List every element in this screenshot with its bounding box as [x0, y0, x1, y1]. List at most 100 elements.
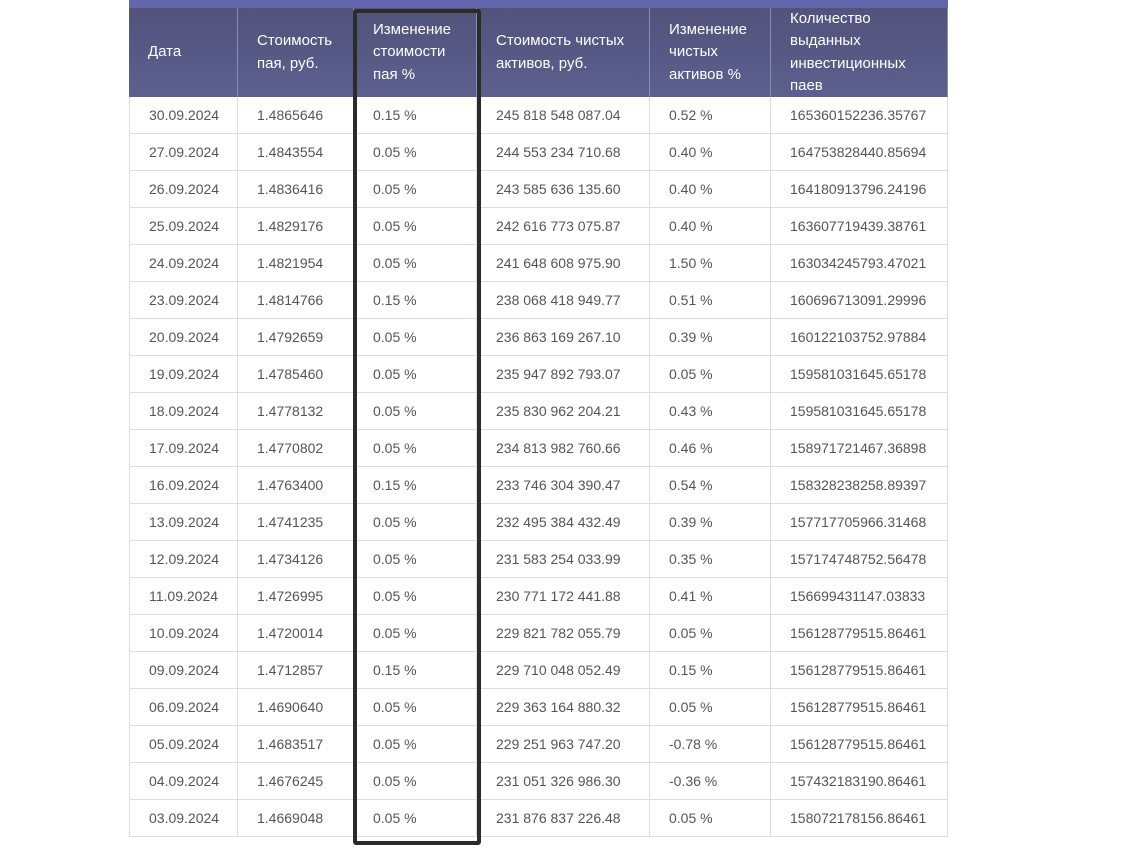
- table-cell: 231 876 837 226.48: [477, 800, 650, 837]
- header-cell: Изменение чистых активов %: [650, 8, 771, 97]
- table-cell: 0.05 %: [354, 541, 477, 578]
- table-cell: 0.05 %: [354, 319, 477, 356]
- table-cell: 156699431147.03833: [771, 578, 948, 615]
- table-cell: 242 616 773 075.87: [477, 208, 650, 245]
- table-cell: 164180913796.24196: [771, 171, 948, 208]
- table-cell: 13.09.2024: [129, 504, 238, 541]
- table-cell: 156128779515.86461: [771, 689, 948, 726]
- table-cell: 229 251 963 747.20: [477, 726, 650, 763]
- table-cell: 0.05 %: [650, 615, 771, 652]
- table-cell: 26.09.2024: [129, 171, 238, 208]
- table-cell: 30.09.2024: [129, 97, 238, 134]
- table-cell: 158072178156.86461: [771, 800, 948, 837]
- table-cell: 1.4712857: [238, 652, 354, 689]
- table-cell: 244 553 234 710.68: [477, 134, 650, 171]
- table-cell: 1.4814766: [238, 282, 354, 319]
- table-cell: 0.05 %: [354, 726, 477, 763]
- table-cell: 17.09.2024: [129, 430, 238, 467]
- header-cell: Изменение стоимости пая %: [354, 8, 477, 97]
- table-cell: 0.05 %: [354, 689, 477, 726]
- table-cell: 245 818 548 087.04: [477, 97, 650, 134]
- header-cell: Стоимость пая, руб.: [238, 8, 354, 97]
- table-cell: 0.05 %: [354, 171, 477, 208]
- table-cell: 235 830 962 204.21: [477, 393, 650, 430]
- table-cell: 0.05 %: [354, 763, 477, 800]
- table-cell: 0.15 %: [354, 282, 477, 319]
- table-cell: 0.05 %: [354, 800, 477, 837]
- table-cell: 159581031645.65178: [771, 393, 948, 430]
- table-cell: 0.40 %: [650, 171, 771, 208]
- table-cell: 160122103752.97884: [771, 319, 948, 356]
- table-cell: 233 746 304 390.47: [477, 467, 650, 504]
- table-cell: 159581031645.65178: [771, 356, 948, 393]
- table-cell: 1.4690640: [238, 689, 354, 726]
- table-cell: 1.4669048: [238, 800, 354, 837]
- table-cell: 241 648 608 975.90: [477, 245, 650, 282]
- table-cell: 234 813 982 760.66: [477, 430, 650, 467]
- table-cell: 1.4829176: [238, 208, 354, 245]
- table-cell: 06.09.2024: [129, 689, 238, 726]
- table-cell: 0.39 %: [650, 504, 771, 541]
- table-cell: 12.09.2024: [129, 541, 238, 578]
- table-cell: 11.09.2024: [129, 578, 238, 615]
- table-cell: 0.05 %: [354, 208, 477, 245]
- table-cell: 16.09.2024: [129, 467, 238, 504]
- table-cell: 0.05 %: [650, 689, 771, 726]
- table-cell: 1.4836416: [238, 171, 354, 208]
- table-cell: 23.09.2024: [129, 282, 238, 319]
- table-cell: 231 583 254 033.99: [477, 541, 650, 578]
- table-cell: -0.36 %: [650, 763, 771, 800]
- table-cell: 1.4865646: [238, 97, 354, 134]
- table-cell: 0.41 %: [650, 578, 771, 615]
- table-cell: 158971721467.36898: [771, 430, 948, 467]
- table-cell: 156128779515.86461: [771, 652, 948, 689]
- table-cell: 0.05 %: [354, 430, 477, 467]
- table-cell: 229 710 048 052.49: [477, 652, 650, 689]
- table-cell: 0.15 %: [354, 467, 477, 504]
- table-cell: 235 947 892 793.07: [477, 356, 650, 393]
- table-cell: 164753828440.85694: [771, 134, 948, 171]
- table-cell: 236 863 169 267.10: [477, 319, 650, 356]
- table-cell: 0.05 %: [650, 356, 771, 393]
- table-cell: 1.4843554: [238, 134, 354, 171]
- table-cell: 0.35 %: [650, 541, 771, 578]
- table-cell: 157717705966.31468: [771, 504, 948, 541]
- table-cell: 0.52 %: [650, 97, 771, 134]
- table-cell: 1.4821954: [238, 245, 354, 282]
- table-cell: 1.4741235: [238, 504, 354, 541]
- table-cell: 238 068 418 949.77: [477, 282, 650, 319]
- header-cell: Стоимость чистых активов, руб.: [477, 8, 650, 97]
- table-cell: 20.09.2024: [129, 319, 238, 356]
- table-cell: 0.15 %: [650, 652, 771, 689]
- table-cell: 157432183190.86461: [771, 763, 948, 800]
- table-cell: 0.05 %: [354, 393, 477, 430]
- table-cell: -0.78 %: [650, 726, 771, 763]
- table-cell: 1.4763400: [238, 467, 354, 504]
- table-cell: 1.4785460: [238, 356, 354, 393]
- table-cell: 0.05 %: [354, 615, 477, 652]
- table-cell: 232 495 384 432.49: [477, 504, 650, 541]
- table-cell: 0.54 %: [650, 467, 771, 504]
- table-cell: 18.09.2024: [129, 393, 238, 430]
- table-cell: 0.15 %: [354, 652, 477, 689]
- table-cell: 0.05 %: [354, 356, 477, 393]
- header-cell: Количество выданных инвестиционных паев: [771, 8, 948, 97]
- header-cell: Дата: [129, 8, 238, 97]
- table-cell: 19.09.2024: [129, 356, 238, 393]
- header-strip: [129, 0, 948, 8]
- table-cell: 230 771 172 441.88: [477, 578, 650, 615]
- table-cell: 24.09.2024: [129, 245, 238, 282]
- table-cell: 157174748752.56478: [771, 541, 948, 578]
- table-cell: 158328238258.89397: [771, 467, 948, 504]
- table-cell: 1.4720014: [238, 615, 354, 652]
- table-cell: 243 585 636 135.60: [477, 171, 650, 208]
- table-cell: 0.05 %: [650, 800, 771, 837]
- table-cell: 1.4734126: [238, 541, 354, 578]
- table-cell: 0.15 %: [354, 97, 477, 134]
- table-cell: 0.05 %: [354, 578, 477, 615]
- table-cell: 1.4676245: [238, 763, 354, 800]
- table-cell: 231 051 326 986.30: [477, 763, 650, 800]
- table-cell: 1.4726995: [238, 578, 354, 615]
- table-cell: 0.05 %: [354, 504, 477, 541]
